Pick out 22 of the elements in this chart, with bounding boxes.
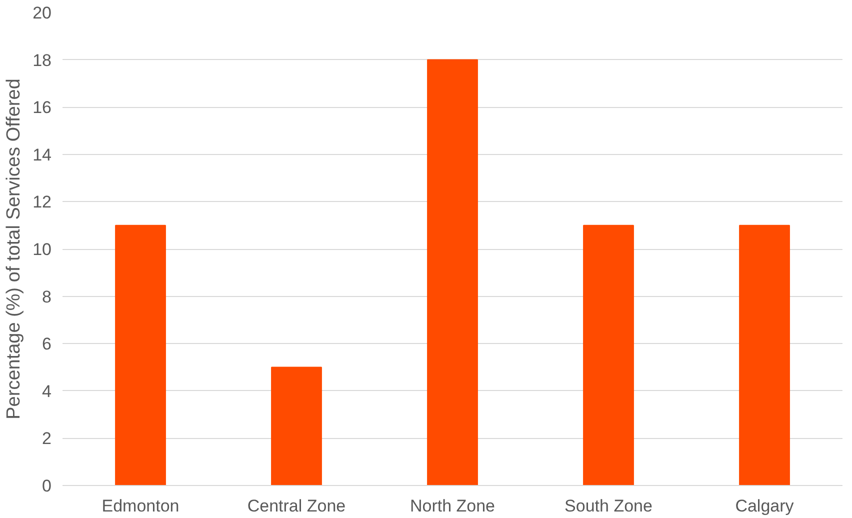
y-tick-label: 6 xyxy=(42,334,52,354)
y-tick-label: 12 xyxy=(32,192,52,212)
y-tick-label: 18 xyxy=(32,50,52,70)
x-tick-label: South Zone xyxy=(564,496,652,516)
y-tick-label: 4 xyxy=(42,382,52,401)
bar xyxy=(427,59,478,486)
x-tick-label: Central Zone xyxy=(247,496,346,516)
bar xyxy=(271,366,322,486)
x-tick-label: Edmonton xyxy=(102,496,180,516)
bar xyxy=(739,224,790,486)
y-tick-label: 20 xyxy=(32,4,52,22)
bar xyxy=(115,224,166,486)
y-axis-title: Percentage (%) of total Services Offered xyxy=(4,78,25,420)
y-tick-label: 10 xyxy=(32,240,52,259)
y-tick-label: 14 xyxy=(32,145,52,164)
x-tick-label: North Zone xyxy=(410,496,496,516)
y-tick-label: 2 xyxy=(42,429,52,448)
x-tick-label: Calgary xyxy=(735,496,794,516)
y-tick-label: 0 xyxy=(42,476,52,496)
bar xyxy=(583,224,634,486)
y-tick-label: 16 xyxy=(32,98,52,118)
y-tick-label: 8 xyxy=(42,287,52,306)
